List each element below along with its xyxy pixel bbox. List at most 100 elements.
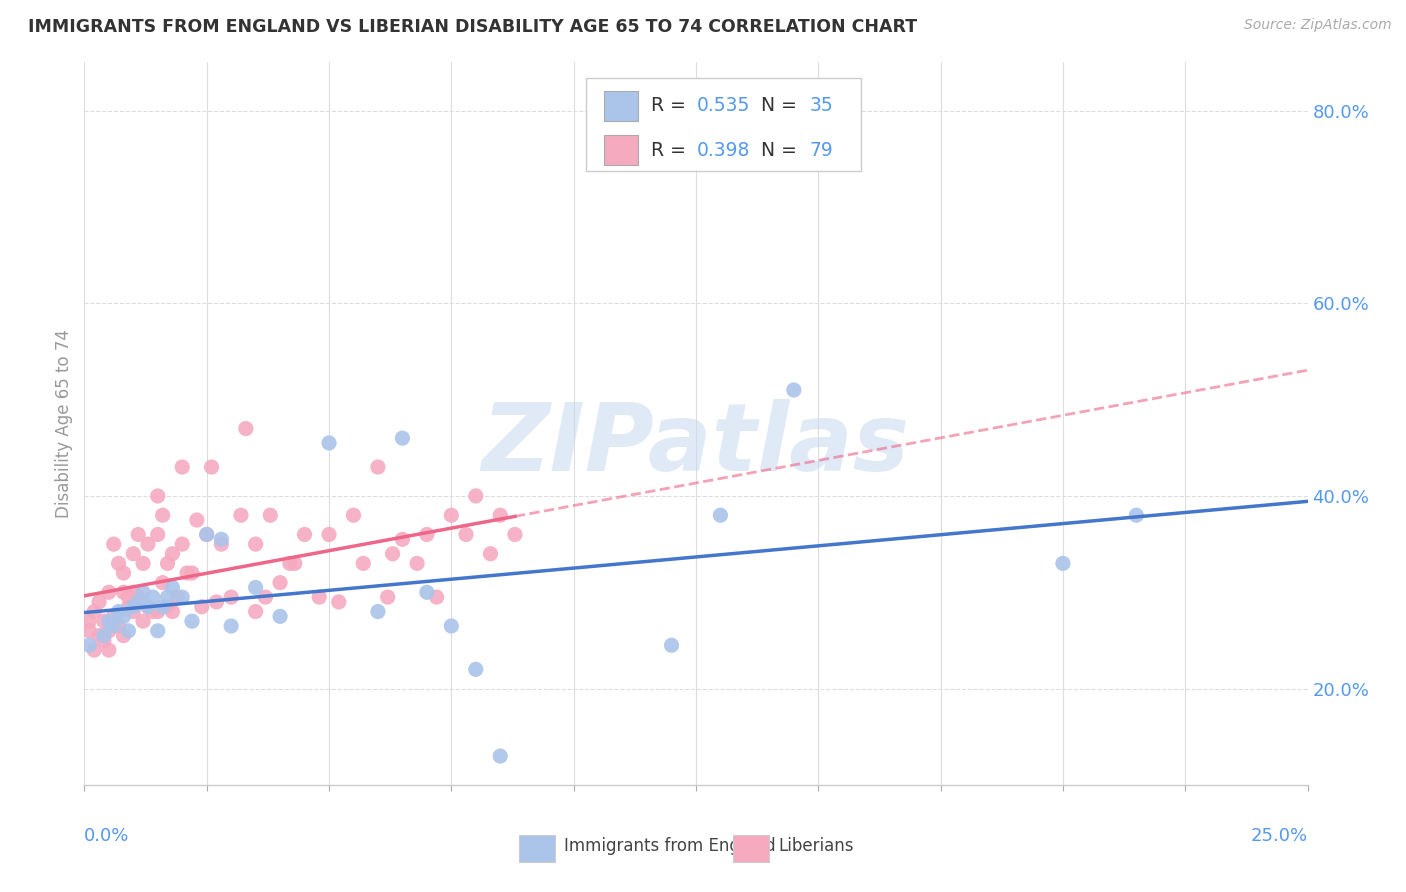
Point <box>136 599 159 614</box>
Point <box>172 537 194 551</box>
Point <box>503 527 526 541</box>
Point <box>464 662 486 676</box>
FancyBboxPatch shape <box>605 135 638 165</box>
Point <box>229 508 252 523</box>
Point <box>97 614 120 628</box>
FancyBboxPatch shape <box>605 91 638 121</box>
Point <box>367 460 389 475</box>
Point <box>181 566 204 580</box>
Point <box>83 643 105 657</box>
Point <box>152 508 174 523</box>
Point <box>426 590 449 604</box>
Point <box>172 460 194 475</box>
Point <box>176 566 198 580</box>
Point <box>146 527 169 541</box>
Point <box>93 614 115 628</box>
Point <box>381 547 404 561</box>
Text: 25.0%: 25.0% <box>1250 827 1308 845</box>
Point <box>209 533 232 547</box>
Point <box>117 624 139 638</box>
Point <box>117 599 139 614</box>
Point <box>97 643 120 657</box>
Point <box>489 749 512 764</box>
Point <box>132 557 155 571</box>
Point <box>107 557 129 571</box>
Point <box>181 614 204 628</box>
Point <box>186 513 208 527</box>
Point <box>235 421 257 435</box>
Point <box>328 595 350 609</box>
Point <box>77 624 100 638</box>
Point <box>112 566 135 580</box>
Point <box>391 533 413 547</box>
Point <box>166 590 188 604</box>
Point <box>132 614 155 628</box>
Point <box>783 383 806 397</box>
Text: 0.398: 0.398 <box>697 141 751 160</box>
Point <box>406 557 429 571</box>
Point <box>142 590 165 604</box>
Point <box>103 537 125 551</box>
Point <box>489 508 512 523</box>
Point <box>132 585 155 599</box>
Point <box>122 599 145 614</box>
Point <box>87 629 110 643</box>
Point <box>127 595 149 609</box>
Point <box>162 605 184 619</box>
Point <box>152 599 174 614</box>
Point <box>142 605 165 619</box>
Point <box>93 629 115 643</box>
Point <box>77 638 100 652</box>
Point <box>136 537 159 551</box>
Point <box>97 624 120 638</box>
Text: 0.0%: 0.0% <box>84 827 129 845</box>
Point <box>245 605 267 619</box>
Point <box>284 557 307 571</box>
Point <box>122 585 145 599</box>
Point <box>377 590 399 604</box>
Point <box>97 585 120 599</box>
Point <box>191 599 214 614</box>
Point <box>342 508 364 523</box>
Text: 35: 35 <box>810 96 834 115</box>
Point <box>136 599 159 614</box>
Point <box>245 537 267 551</box>
Point <box>318 436 340 450</box>
Point <box>146 624 169 638</box>
Point <box>93 633 115 648</box>
Point <box>146 605 169 619</box>
Point <box>294 527 316 541</box>
FancyBboxPatch shape <box>519 835 555 863</box>
Point <box>127 590 149 604</box>
Point <box>156 557 179 571</box>
FancyBboxPatch shape <box>733 835 769 863</box>
Point <box>156 599 179 614</box>
Text: 0.535: 0.535 <box>697 96 751 115</box>
Point <box>103 609 125 624</box>
Point <box>205 595 228 609</box>
Text: N =: N = <box>761 141 803 160</box>
Point <box>278 557 301 571</box>
Point <box>1125 508 1147 523</box>
Point <box>83 605 105 619</box>
Point <box>269 609 291 624</box>
Point <box>464 489 486 503</box>
Point <box>162 547 184 561</box>
Text: Liberians: Liberians <box>778 838 853 855</box>
Point <box>440 619 463 633</box>
Point <box>107 619 129 633</box>
Text: R =: R = <box>651 141 692 160</box>
Point <box>146 489 169 503</box>
Y-axis label: Disability Age 65 to 74: Disability Age 65 to 74 <box>55 329 73 518</box>
Point <box>308 590 330 604</box>
Point <box>709 508 731 523</box>
Point <box>156 590 179 604</box>
Point <box>318 527 340 541</box>
Point <box>103 619 125 633</box>
Text: N =: N = <box>761 96 803 115</box>
Text: Immigrants from England: Immigrants from England <box>564 838 776 855</box>
Point <box>127 527 149 541</box>
Text: ZIPatlas: ZIPatlas <box>482 400 910 491</box>
Point <box>1052 557 1074 571</box>
Point <box>254 590 277 604</box>
